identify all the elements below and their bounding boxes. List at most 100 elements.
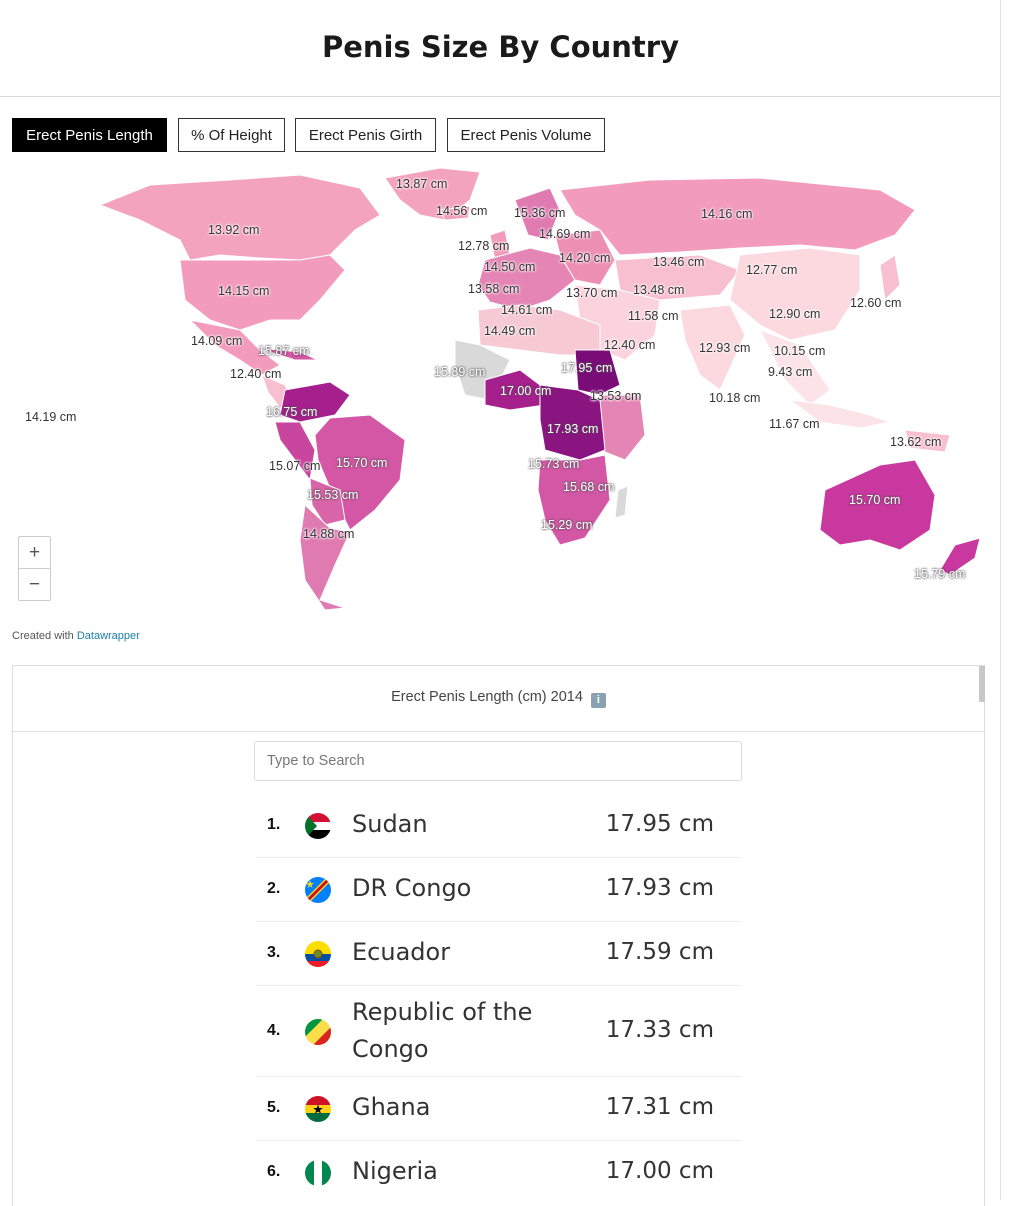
zoom-out-button[interactable]: − [28,574,41,595]
region-mexico [188,319,281,376]
tab-erect-penis-volume[interactable]: Erect Penis Volume [447,118,605,152]
map-label: 12.93 cm [699,341,751,355]
region-canada [98,174,381,261]
page-header: Penis Size By Country [0,0,1001,97]
map-label: 15.70 cm [336,456,388,470]
region-iceland [439,205,471,221]
nigeria-flag-icon [305,1160,331,1186]
map-label: 14.19 cm [25,410,77,424]
map-label: 15.68 cm [563,480,615,494]
length-value: 17.00 cm [605,1158,714,1184]
map-label: 15.36 cm [514,206,566,220]
ghana-flag-icon [305,1096,331,1122]
map-label: 14.88 cm [303,527,355,541]
length-value: 17.95 cm [605,811,714,837]
map-label: 13.70 cm [566,286,618,300]
ecuador-flag-icon [305,941,331,967]
region-png [904,429,951,453]
region-south-asia [679,304,746,391]
tab-erect-penis-girth[interactable]: Erect Penis Girth [295,118,436,152]
map-label: 15.89 cm [434,365,486,379]
region-east-africa [599,394,646,461]
map-label: 13.62 cm [890,435,942,449]
map-label: 17.95 cm [561,361,613,375]
ranking-list: 1. Sudan 17.95 cm 2. DR Congo 17.93 cm 3… [256,794,741,1204]
region-argentina-chile [299,503,351,611]
map-label: 14.49 cm [484,324,536,338]
length-value: 17.93 cm [605,875,714,901]
congo-flag-icon [305,1019,331,1045]
page-scrollbar[interactable] [1000,0,1011,1200]
map-label: 12.60 cm [850,296,902,310]
table-row[interactable]: 5. Ghana 17.31 cm [256,1077,741,1141]
map-label: 15.07 cm [269,459,321,473]
ranking-table: Erect Penis Length (cm) 2014 i 1. Sudan 1… [12,665,985,1206]
map-label: 14.09 cm [191,334,243,348]
map-label: 11.67 cm [769,417,820,431]
region-southern-africa [537,454,611,546]
table-row[interactable]: 6. Nigeria 17.00 cm [256,1141,741,1204]
map-label: 12.90 cm [769,307,821,321]
map-label: 14.61 cm [501,303,553,317]
table-title-text: Erect Penis Length (cm) 2014 [391,689,583,705]
map-label: 13.92 cm [208,223,260,237]
region-japan [879,254,901,302]
table-scrollbar[interactable] [979,666,985,702]
map-label: 13.53 cm [590,389,642,403]
map-label: 15.79 cm [914,567,966,581]
region-china [729,247,861,341]
table-title: Erect Penis Length (cm) 2014 i [13,689,984,708]
map-label: 11.58 cm [628,309,679,323]
table-row[interactable]: 2. DR Congo 17.93 cm [256,858,741,922]
credit-prefix: Created with [12,630,74,642]
dr-congo-flag-icon [305,877,331,903]
info-icon[interactable]: i [590,693,606,708]
map-label: 15.87 cm [258,344,310,358]
map-label: 16.75 cm [266,405,318,419]
region-southeast-asia [758,329,831,406]
country-name: Republic of the Congo [352,998,533,1063]
region-madagascar [614,485,629,519]
region-australia [819,459,936,551]
region-sudan [574,349,621,396]
map-label: 14.16 cm [701,207,753,221]
length-value: 17.59 cm [605,939,714,965]
table-row[interactable]: 1. Sudan 17.95 cm [256,794,741,858]
map-label: 10.18 cm [709,391,761,405]
search-input[interactable] [254,741,742,781]
rank-number: 4. [267,1022,281,1039]
region-colombia-venezuela [279,381,351,423]
map-label: 14.20 cm [559,251,611,265]
datawrapper-link[interactable]: Datawrapper [76,630,140,642]
rank-number: 3. [267,944,281,961]
map-zoom-controls: + − [18,536,51,601]
region-western-europe [477,247,576,311]
map-label: 15.70 cm [849,493,901,507]
sudan-flag-icon [305,813,331,839]
map-label: 10.15 cm [774,344,826,358]
map-label: 17.93 cm [547,422,599,436]
length-value: 17.31 cm [605,1094,714,1120]
zoom-in-button[interactable]: + [19,537,50,569]
page-title: Penis Size By Country [321,30,679,64]
rank-number: 6. [267,1163,281,1180]
world-map[interactable]: 13.87 cm 14.56 cm 15.36 cm 14.16 cm 13.9… [0,160,1000,620]
map-label: 14.15 cm [218,284,270,298]
tab-erect-penis-length[interactable]: Erect Penis Length [12,118,167,152]
country-name: DR Congo [352,874,472,902]
map-label: 15.73 cm [528,457,580,471]
map-label: 14.56 cm [436,204,488,218]
country-name: Ecuador [352,938,451,966]
region-bolivia-paraguay [309,477,346,526]
table-row[interactable]: 4. Republic of the Congo 17.33 cm [256,986,741,1077]
country-name: Ghana [352,1093,431,1121]
region-scandinavia [514,187,561,241]
table-row[interactable]: 3. Ecuador 17.59 cm [256,922,741,986]
region-caribbean [257,347,319,361]
map-label: 13.48 cm [633,283,685,297]
tab-percent-of-height[interactable]: % Of Height [178,118,285,152]
map-label: 15.53 cm [307,488,359,502]
map-label: 12.40 cm [604,338,656,352]
country-name: Sudan [352,810,428,838]
map-label: 15.29 cm [541,518,593,532]
